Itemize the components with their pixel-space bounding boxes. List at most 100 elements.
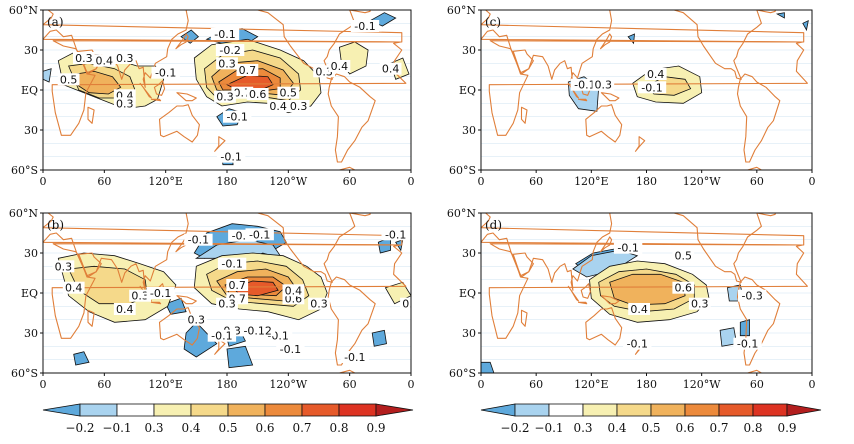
- contour-region: [73, 351, 90, 366]
- lat-tick-label: 60°S: [449, 367, 476, 380]
- contour-label-bg: [267, 100, 289, 112]
- lon-tick-label: 60: [343, 175, 357, 188]
- coastline: [599, 33, 613, 50]
- contour-label-bg: [129, 289, 151, 302]
- coastline: [756, 10, 776, 14]
- contour-label-bg: [672, 249, 695, 262]
- contour-label-bg: [151, 66, 180, 79]
- contour-label: 0.7: [228, 279, 246, 292]
- contour-label: -0.1: [226, 111, 247, 124]
- coastline: [175, 33, 189, 50]
- contour-label: 0.4: [630, 303, 648, 316]
- coastline: [580, 283, 591, 299]
- contour-region: [165, 297, 187, 315]
- colorbar-segment: [116, 403, 155, 417]
- coastline: [600, 295, 620, 305]
- colorbar-tick-label: 0.3: [144, 421, 163, 435]
- lon-tick-label: 60: [97, 175, 111, 188]
- contour-label: 0.4: [116, 303, 134, 316]
- lat-tick-label: 60°N: [9, 4, 38, 17]
- contour-label: 0.3: [402, 298, 420, 311]
- contour-label: -0.1: [214, 28, 235, 41]
- contour-label: 0.4: [96, 55, 114, 68]
- lon-tick-label: 0: [408, 378, 415, 391]
- contour-label-bg: [282, 284, 305, 297]
- colorbar-tick-label: 0.5: [218, 421, 237, 435]
- contour-label-bg: [52, 260, 75, 273]
- coastline: [51, 40, 407, 136]
- contour-label: -0.1: [641, 81, 662, 94]
- colorbar-segment: [264, 403, 303, 417]
- coastline: [158, 104, 200, 143]
- panel-label: (b): [47, 218, 64, 232]
- map-content: -0.10.30.4-0.1: [481, 10, 812, 170]
- contour-region: [43, 68, 52, 83]
- contour-label: -0.1: [221, 258, 242, 271]
- lon-tick-label: 60: [97, 378, 111, 391]
- lon-tick-label: 0: [40, 175, 47, 188]
- contour-label-bg: [379, 62, 402, 75]
- coastline: [585, 104, 623, 143]
- lat-tick-label: 30: [462, 327, 476, 340]
- coastline: [481, 213, 805, 291]
- contour-label: 0.5: [280, 87, 298, 100]
- contour-label: -0.1: [150, 287, 171, 300]
- contour-label: -0.3: [741, 290, 762, 303]
- contour-label: 0.5: [60, 73, 78, 86]
- contour-label: 0.3: [188, 314, 206, 327]
- colorbar-segment: [79, 403, 118, 417]
- colorbar-tick-label: −0.1: [534, 421, 563, 435]
- contour-label: -0.1: [344, 351, 365, 364]
- contour-label: -0.1: [249, 228, 270, 241]
- lat-tick-label: 30: [462, 44, 476, 57]
- colorbar-segment: [548, 403, 584, 417]
- colorbar-segment: [684, 403, 720, 417]
- contour-region: [775, 12, 785, 19]
- panel-label: (d): [485, 218, 502, 232]
- contour-label-bg: [216, 57, 238, 70]
- contour-label-bg: [350, 20, 380, 32]
- lat-tick-label: EQ: [21, 84, 38, 97]
- contour-label-bg: [592, 78, 615, 91]
- coastline: [327, 73, 376, 163]
- contour-region: [481, 361, 495, 373]
- colorbar-segment: [650, 403, 686, 417]
- coastline: [577, 98, 588, 102]
- contour-label-bg: [628, 303, 650, 315]
- colorbar-segment: [153, 403, 192, 417]
- contour-label: 0.3: [116, 52, 134, 65]
- contour-label: -0.2: [219, 44, 240, 57]
- colorbar-arrow-right: [786, 403, 822, 417]
- contour-label: -0.1: [627, 338, 648, 351]
- contour-label-bg: [308, 297, 330, 310]
- lon-tick-label: 0: [408, 175, 415, 188]
- lon-tick-label: 180: [636, 378, 657, 391]
- coastline: [214, 136, 226, 152]
- coastline: [599, 236, 613, 253]
- contour-label: -0.1: [280, 343, 301, 356]
- colorbar-tick-label: 0.8: [743, 421, 762, 435]
- contour-label-bg: [223, 110, 252, 123]
- colorbar-segment: [752, 403, 788, 417]
- contour-region: [371, 329, 387, 347]
- contour-label-bg: [216, 150, 246, 163]
- contour-label: -0.1: [385, 228, 406, 241]
- colorbar-tick-label: −0.1: [102, 421, 131, 435]
- coastline: [520, 106, 528, 124]
- contour-label-bg: [185, 313, 208, 326]
- lat-tick-label: 60°N: [9, 207, 38, 220]
- coastline: [659, 10, 762, 80]
- lon-tick-label: 120°W: [269, 175, 307, 188]
- contour-label: -0.12: [243, 324, 271, 337]
- colorbar-tick-label: 0.4: [181, 421, 200, 435]
- contour-label: 0.4: [647, 68, 665, 81]
- lat-tick-label: 30: [24, 44, 38, 57]
- lat-tick-label: 30: [24, 124, 38, 137]
- contour-label: 0.3: [216, 91, 234, 104]
- contour-label: 0.3: [218, 57, 236, 70]
- coastline: [87, 106, 95, 124]
- map-content: -0.1-0.2-0.10.70.70.6 0.50.30.4 0.30.40.50…: [43, 10, 411, 170]
- lon-tick-label: 60: [529, 175, 543, 188]
- coastline: [634, 136, 646, 152]
- colorbar-segment: [338, 403, 377, 417]
